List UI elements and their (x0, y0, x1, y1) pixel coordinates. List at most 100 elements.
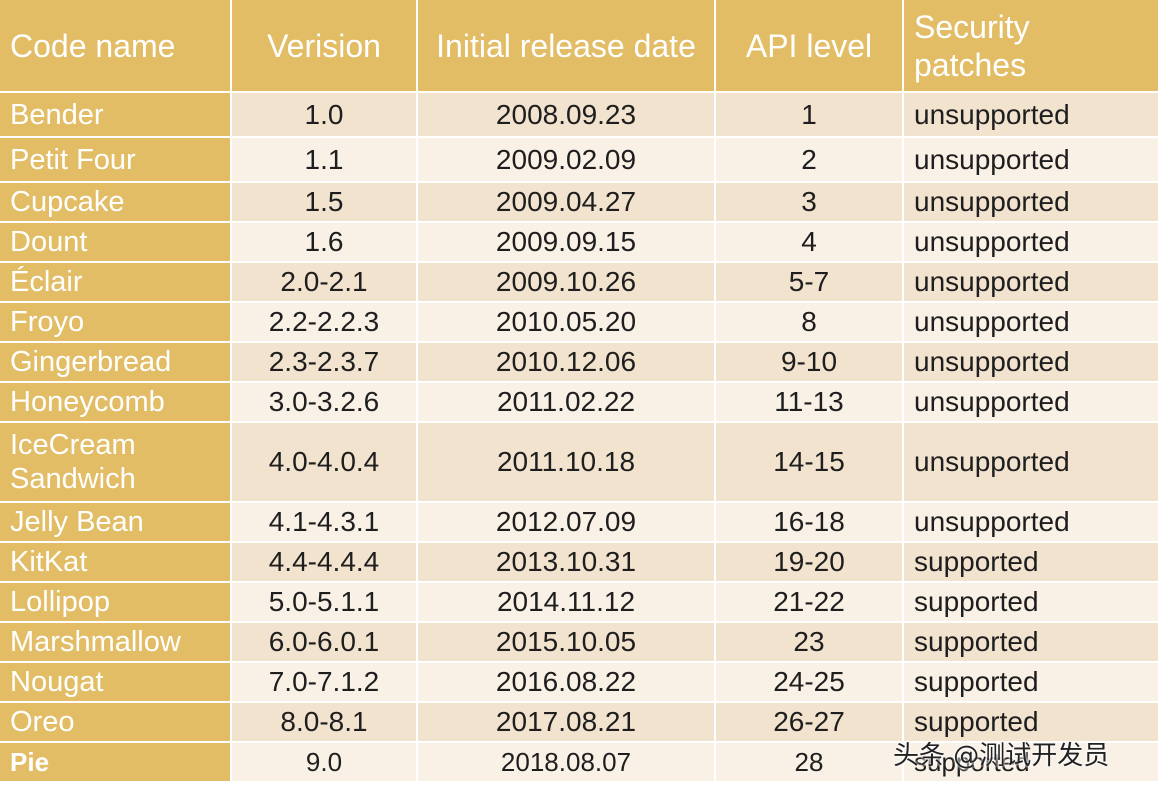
table-cell: supported (904, 623, 1158, 661)
header-cell: Verision (232, 0, 416, 91)
code-name-cell: Cupcake (0, 183, 230, 221)
table-cell: 4 (716, 223, 902, 261)
code-name-cell: Dount (0, 223, 230, 261)
table-cell: 2012.07.09 (418, 503, 714, 541)
table-cell: 23 (716, 623, 902, 661)
table-cell: 2.0-2.1 (232, 263, 416, 301)
code-name-cell: Bender (0, 93, 230, 136)
table-cell: 4.0-4.0.4 (232, 423, 416, 501)
table-cell: 1.0 (232, 93, 416, 136)
table-row: IceCream Sandwich 4.0-4.0.4 2011.10.18 14-1… (0, 423, 1158, 501)
table-cell: 28 (716, 743, 902, 781)
table-cell: 11-13 (716, 383, 902, 421)
table-cell: unsupported (904, 138, 1158, 181)
table-cell: unsupported (904, 343, 1158, 381)
table-cell: 2017.08.21 (418, 703, 714, 741)
table-cell: unsupported (904, 263, 1158, 301)
code-name-cell: IceCream Sandwich (0, 423, 230, 501)
code-name-cell: Nougat (0, 663, 230, 701)
table-row: Dount 1.6 2009.09.15 4 unsupported (0, 223, 1158, 261)
code-name-cell: Honeycomb (0, 383, 230, 421)
code-name-cell: Oreo (0, 703, 230, 741)
table-cell: 14-15 (716, 423, 902, 501)
table-cell: supported (904, 583, 1158, 621)
table-cell: unsupported (904, 303, 1158, 341)
table-cell: unsupported (904, 423, 1158, 501)
table-cell: 2009.09.15 (418, 223, 714, 261)
table-row: Lollipop 5.0-5.1.1 2014.11.12 21-22 supporte… (0, 583, 1158, 621)
table-cell: 2010.05.20 (418, 303, 714, 341)
table-cell: 6.0-6.0.1 (232, 623, 416, 661)
table-cell: unsupported (904, 93, 1158, 136)
table-row: Nougat 7.0-7.1.2 2016.08.22 24-25 supported (0, 663, 1158, 701)
table-cell: 9.0 (232, 743, 416, 781)
header-cell: API level (716, 0, 902, 91)
table-row: Oreo 8.0-8.1 2017.08.21 26-27 supported (0, 703, 1158, 741)
table-cell: 5.0-5.1.1 (232, 583, 416, 621)
table-cell: 2011.02.22 (418, 383, 714, 421)
header-row: Code name Verision Initial release date API… (0, 0, 1158, 91)
code-name-cell: Gingerbread (0, 343, 230, 381)
table-row: Petit Four 1.1 2009.02.09 2 unsupported (0, 138, 1158, 181)
table-cell: 1 (716, 93, 902, 136)
code-name-cell: Lollipop (0, 583, 230, 621)
table-cell: 2016.08.22 (418, 663, 714, 701)
table-cell: supported (904, 543, 1158, 581)
code-name-cell: Éclair (0, 263, 230, 301)
table-cell: unsupported (904, 383, 1158, 421)
table-cell: unsupported (904, 503, 1158, 541)
table-body: Bender 1.0 2008.09.23 1 unsupported Petit Fou… (0, 93, 1158, 781)
table-cell: 3.0-3.2.6 (232, 383, 416, 421)
table-cell: unsupported (904, 183, 1158, 221)
table-cell: 2018.08.07 (418, 743, 714, 781)
table-cell: 5-7 (716, 263, 902, 301)
table-cell: 2009.10.26 (418, 263, 714, 301)
table-cell: 4.4-4.4.4 (232, 543, 416, 581)
table-cell: 2.3-2.3.7 (232, 343, 416, 381)
table-cell: 1.1 (232, 138, 416, 181)
header-cell: Code name (0, 0, 230, 91)
code-name-cell: Marshmallow (0, 623, 230, 661)
table-cell: supported (904, 703, 1158, 741)
table-cell: 19-20 (716, 543, 902, 581)
table-cell: supported (904, 743, 1158, 781)
table-cell: 2014.11.12 (418, 583, 714, 621)
code-name-cell: Pie (0, 743, 230, 781)
table-cell: 2009.04.27 (418, 183, 714, 221)
header-cell: Security patches (904, 0, 1158, 91)
table-row: Jelly Bean 4.1-4.3.1 2012.07.09 16-18 unsupp… (0, 503, 1158, 541)
table-cell: 9-10 (716, 343, 902, 381)
table-cell: 1.5 (232, 183, 416, 221)
table-cell: 2009.02.09 (418, 138, 714, 181)
table-cell: 2015.10.05 (418, 623, 714, 661)
watermark: 头条 @测试开发员 (893, 741, 1110, 771)
code-name-cell: Petit Four (0, 138, 230, 181)
table-row: Froyo 2.2-2.2.3 2010.05.20 8 unsupported (0, 303, 1158, 341)
table-cell: 21-22 (716, 583, 902, 621)
header-cell: Initial release date (418, 0, 714, 91)
table-cell: 2013.10.31 (418, 543, 714, 581)
table-cell: 8 (716, 303, 902, 341)
table-row: Bender 1.0 2008.09.23 1 unsupported (0, 93, 1158, 136)
table-row: Honeycomb 3.0-3.2.6 2011.02.22 11-13 unsuppo… (0, 383, 1158, 421)
table-cell: 2 (716, 138, 902, 181)
code-name-cell: KitKat (0, 543, 230, 581)
table-cell: 2.2-2.2.3 (232, 303, 416, 341)
table-cell: 8.0-8.1 (232, 703, 416, 741)
table-cell: 2011.10.18 (418, 423, 714, 501)
table-cell: 4.1-4.3.1 (232, 503, 416, 541)
table-row: Cupcake 1.5 2009.04.27 3 unsupported (0, 183, 1158, 221)
table-cell: 16-18 (716, 503, 902, 541)
table-cell: 26-27 (716, 703, 902, 741)
table-cell: 7.0-7.1.2 (232, 663, 416, 701)
table-row: Marshmallow 6.0-6.0.1 2015.10.05 23 supporte… (0, 623, 1158, 661)
code-name-cell: Froyo (0, 303, 230, 341)
table-cell: 2008.09.23 (418, 93, 714, 136)
table-row: Pie 9.0 2018.08.07 28 supported (0, 743, 1158, 781)
table-cell: 24-25 (716, 663, 902, 701)
table-cell: 1.6 (232, 223, 416, 261)
table-cell: supported (904, 663, 1158, 701)
table-row: KitKat 4.4-4.4.4 2013.10.31 19-20 supported (0, 543, 1158, 581)
